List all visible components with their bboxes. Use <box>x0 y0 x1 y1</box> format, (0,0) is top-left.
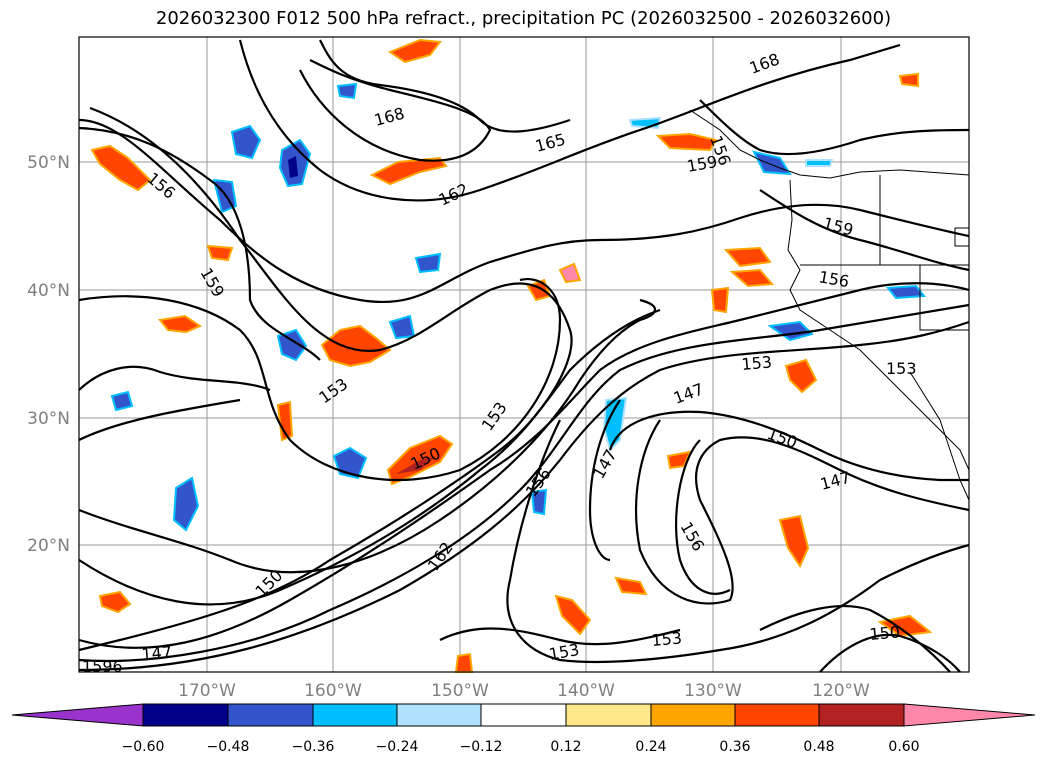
lon-tick-label: 120°W <box>812 681 870 701</box>
colorbar-tick-label: 0.60 <box>888 739 919 755</box>
map-title: 2026032300 F012 500 hPa refract., precip… <box>155 8 892 29</box>
lat-tick-label: 30°N <box>27 409 70 429</box>
colorbar-segment <box>903 703 1036 727</box>
lat-tick-label: 40°N <box>27 281 70 301</box>
lon-tick-label: 170°W <box>178 681 236 701</box>
colorbar-segment <box>312 703 398 727</box>
colorbar-segment <box>396 703 482 727</box>
contour-label: 1596 <box>82 657 123 676</box>
colorbar-segment <box>11 703 144 727</box>
lon-tick-group: 170°W 160°W 150°W 140°W 130°W 120°W <box>178 681 870 701</box>
colorbar-tick-label: 0.24 <box>635 739 666 755</box>
lat-tick-label: 20°N <box>27 536 70 556</box>
lon-tick-label: 160°W <box>304 681 362 701</box>
colorbar-segment <box>818 703 905 727</box>
colorbar-segment <box>650 703 736 727</box>
lon-tick-label: 130°W <box>684 681 742 701</box>
colorbar-segment <box>734 703 820 727</box>
precip-positive-areas <box>90 38 933 673</box>
contour-label: 153 <box>886 359 917 378</box>
height-contours <box>78 39 970 673</box>
lat-tick-group: 50°N 40°N 30°N 20°N <box>27 153 70 556</box>
colorbar-tick-label: −0.12 <box>460 739 503 755</box>
contour-label: 150 <box>869 622 901 644</box>
precip-negative-areas <box>110 82 926 532</box>
contour-label: 147 <box>141 642 173 664</box>
colorbar <box>11 703 1036 727</box>
contour-label: 153 <box>741 352 773 374</box>
colorbar-tick-label: 0.48 <box>803 739 834 755</box>
colorbar-tick-group: −0.60 −0.48 −0.36 −0.24 −0.12 0.12 0.24 … <box>122 739 920 755</box>
contour-label: 153 <box>651 628 683 650</box>
map-area <box>79 37 969 672</box>
colorbar-segment <box>565 703 652 727</box>
lon-tick-label: 140°W <box>557 681 615 701</box>
colorbar-segment <box>227 703 314 727</box>
colorbar-tick-label: −0.24 <box>376 739 419 755</box>
colorbar-tick-label: −0.60 <box>122 739 165 755</box>
colorbar-tick-label: 0.12 <box>550 739 581 755</box>
lon-tick-label: 150°W <box>431 681 489 701</box>
map-frame <box>78 36 970 673</box>
colorbar-segment <box>142 703 229 727</box>
coastlines <box>689 109 970 501</box>
lat-tick-label: 50°N <box>27 153 70 173</box>
colorbar-tick-label: 0.36 <box>719 739 750 755</box>
colorbar-tick-label: −0.36 <box>292 739 335 755</box>
colorbar-segment <box>480 703 567 727</box>
colorbar-tick-label: −0.48 <box>207 739 250 755</box>
